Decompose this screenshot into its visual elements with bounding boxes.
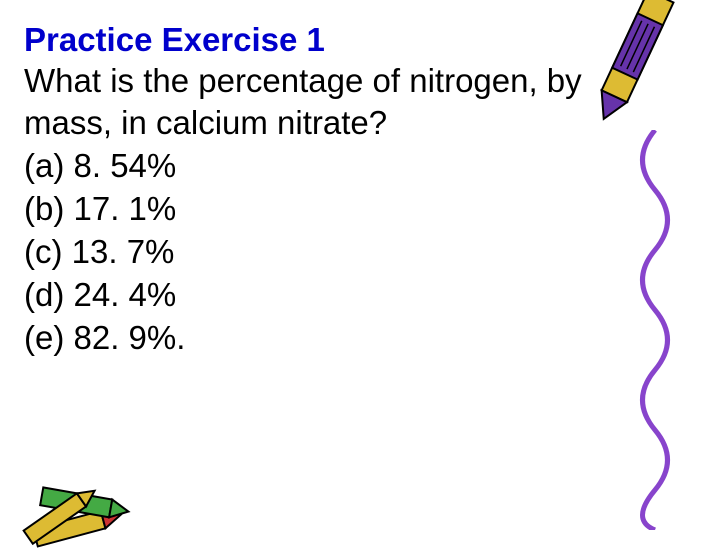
exercise-title: Practice Exercise 1	[24, 20, 584, 60]
crayon-bottom-icon	[10, 465, 160, 555]
option-c: (c) 13. 7%	[24, 231, 584, 274]
option-d: (d) 24. 4%	[24, 274, 584, 317]
option-value: 13. 7%	[72, 233, 175, 270]
exercise-content: Practice Exercise 1 What is the percenta…	[24, 20, 584, 360]
option-label: (a)	[24, 147, 64, 184]
option-label: (b)	[24, 190, 64, 227]
option-a: (a) 8. 54%	[24, 145, 584, 188]
option-label: (e)	[24, 319, 64, 356]
option-e: (e) 82. 9%.	[24, 317, 584, 360]
exercise-question: What is the percentage of nitrogen, by m…	[24, 60, 584, 146]
option-value: 24. 4%	[74, 276, 177, 313]
crayon-top-icon	[580, 0, 680, 150]
option-label: (c)	[24, 233, 62, 270]
option-value: 8. 54%	[74, 147, 177, 184]
option-value: 82. 9%.	[74, 319, 186, 356]
option-label: (d)	[24, 276, 64, 313]
option-b: (b) 17. 1%	[24, 188, 584, 231]
squiggle-icon	[625, 130, 685, 530]
option-value: 17. 1%	[74, 190, 177, 227]
